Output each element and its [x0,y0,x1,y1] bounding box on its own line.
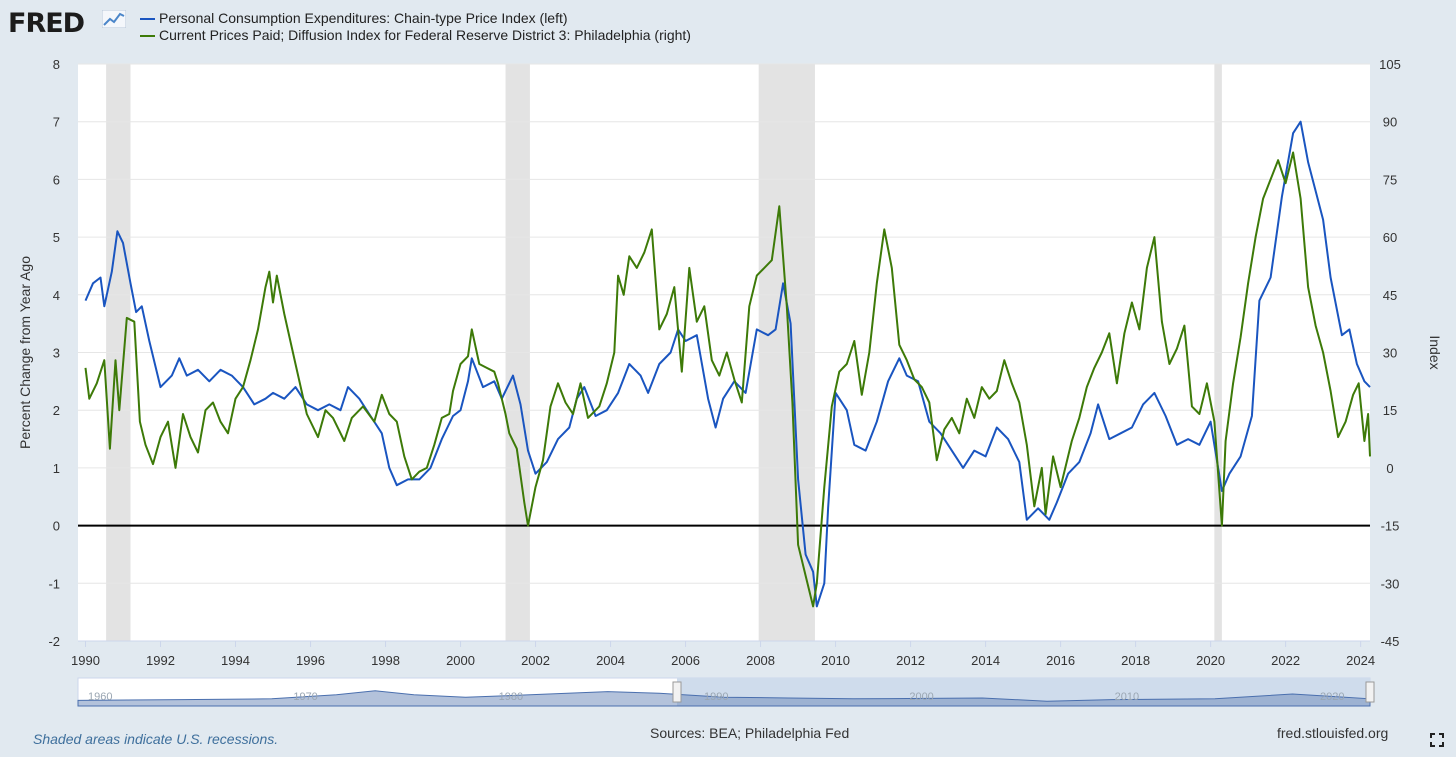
navigator-label: 1960 [88,691,112,703]
x-tick-label: 2000 [446,653,475,668]
series-line-pce[interactable] [84,120,1371,608]
navigator-label: 2000 [909,691,933,703]
navigator-label: 2010 [1115,691,1139,703]
left-tick-label: 5 [53,230,60,245]
navigator-series [77,690,1371,707]
legend-swatch-philly [140,34,155,37]
x-tick-label: 2010 [821,653,850,668]
left-tick-label: 3 [53,346,60,361]
left-tick-label: 2 [53,403,60,418]
x-tick-label: 2014 [971,653,1000,668]
right-tick-label: 45 [1383,288,1397,303]
left-tick-label: -2 [48,634,60,649]
x-tick-label: 2022 [1271,653,1300,668]
left-tick-label: 6 [53,172,60,187]
navigator-label: 1980 [499,691,523,703]
legend-item-pce[interactable]: Personal Consumption Expenditures: Chain… [140,10,691,27]
left-tick-label: 7 [53,115,60,130]
x-tick-label: 2020 [1196,653,1225,668]
x-tick-label: 2008 [746,653,775,668]
right-tick-label: 15 [1383,403,1397,418]
x-tick-label: 2024 [1346,653,1375,668]
navigator-label: 1970 [293,691,317,703]
left-tick-label: -1 [48,576,60,591]
legend-label-philly: Current Prices Paid; Diffusion Index for… [159,27,691,43]
right-axis: -45 -30 -15 0 15 30 45 60 75 90 105 [1379,57,1401,649]
navigator-label: 1990 [704,691,728,703]
left-tick-label: 8 [53,57,60,72]
x-tick-label: 2002 [521,653,550,668]
x-tick-label: 2018 [1121,653,1150,668]
recession-note: Shaded areas indicate U.S. recessions. [33,731,279,747]
x-tick-label: 1998 [371,653,400,668]
right-tick-label: 75 [1383,172,1397,187]
site-link[interactable]: fred.stlouisfed.org [1277,725,1389,741]
x-tick-label: 1992 [146,653,175,668]
sources-text: Sources: BEA; Philadelphia Fed [650,725,850,741]
left-tick-label: 4 [53,288,60,303]
x-tick-label: 1996 [296,653,325,668]
legend-label-pce: Personal Consumption Expenditures: Chain… [159,10,568,26]
navigator-label: 2020 [1320,691,1344,703]
right-tick-label: 60 [1383,230,1397,245]
x-tick-label: 2012 [896,653,925,668]
left-axis: -2 -1 0 1 2 3 4 5 6 7 8 [48,57,60,649]
navigator-handle-left[interactable] [672,681,682,703]
right-tick-label: -15 [1381,519,1400,534]
x-tick-label: 1990 [71,653,100,668]
left-tick-label: 1 [53,461,60,476]
line-chart-icon [102,10,126,28]
right-tick-label: 30 [1383,346,1397,361]
right-tick-label: 0 [1386,461,1393,476]
x-tick-label: 2004 [596,653,625,668]
right-tick-label: -30 [1381,576,1400,591]
left-axis-label: Percent Change from Year Ago [17,256,33,449]
right-axis-label: Index [1427,335,1443,369]
range-navigator[interactable]: 1960 1970 1980 1990 2000 2010 2020 [77,677,1375,707]
fred-logo: FRED [8,8,85,39]
left-tick-label: 0 [53,519,60,534]
legend-item-philly[interactable]: Current Prices Paid; Diffusion Index for… [140,27,691,44]
x-tick-label: 1994 [221,653,250,668]
series-line-philly[interactable] [84,151,1371,608]
right-tick-label: -45 [1381,634,1400,649]
navigator-handle-right[interactable] [1365,681,1375,703]
x-tick-label: 2006 [671,653,700,668]
legend-swatch-pce [140,17,155,20]
x-axis: 1990 1992 1994 1996 1998 2000 2002 2004 2006 2008… [71,640,1375,668]
right-tick-label: 105 [1379,57,1401,72]
chart-legend: Personal Consumption Expenditures: Chain… [140,10,691,44]
x-tick-label: 2016 [1046,653,1075,668]
right-tick-label: 90 [1383,115,1397,130]
expand-icon[interactable] [1430,733,1444,747]
